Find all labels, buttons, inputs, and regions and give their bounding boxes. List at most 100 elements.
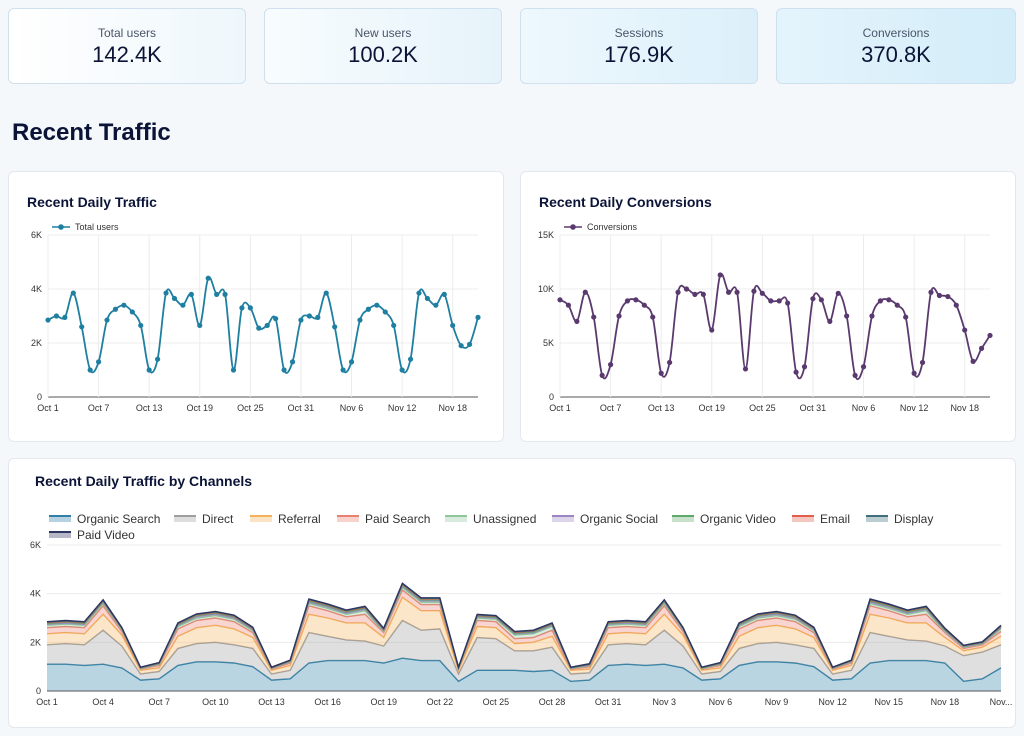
x-tick-label: Oct 19 [187,403,214,413]
data-point [95,359,102,365]
data-point [416,290,422,296]
data-point [407,356,414,362]
x-tick-label: Oct 16 [314,697,341,707]
data-point [751,288,757,294]
data-point [919,359,926,366]
x-tick-label: Oct 28 [539,697,566,707]
legend-swatch [445,516,467,522]
section-title: Recent Traffic [12,119,171,146]
data-point [104,317,110,323]
chart-title: Recent Daily Conversions [539,194,712,210]
data-point [793,369,799,375]
daily-conversions-chart: 0 5K 10K 15K Oct 1 Oct 7 Oct 13 Oct 19 Oct 25 Oct… [538,222,993,413]
data-point [667,359,673,366]
data-point [256,325,262,331]
x-tick-label: Oct 31 [800,403,827,413]
data-point [298,317,304,323]
data-point [953,302,959,308]
y-tick-label: 2K [31,338,42,348]
area-paid-search [47,590,1001,671]
x-tick-label: Nov 18 [931,697,960,707]
data-point [574,318,580,324]
channels-card: Recent Daily Traffic by Channels Organic… [8,458,1016,728]
data-point [315,314,321,320]
data-point [692,291,698,297]
data-point [709,327,715,333]
legend-label: Paid Video [77,528,135,542]
legend-swatch [672,516,694,522]
x-tick-label: Nov 12 [818,697,847,707]
data-point [230,367,237,373]
data-point [281,367,287,373]
data-point [557,297,563,303]
traffic-by-channels-chart: Organic Search Direct Referral Paid Search U… [30,512,1012,707]
legend-label: Direct [202,512,234,526]
data-point [121,302,127,308]
data-point [323,290,329,296]
data-point [45,317,51,323]
data-point [658,370,664,376]
x-tick-label: Oct 13 [258,697,285,707]
legend-label: Organic Video [700,512,776,526]
area-line-referral [46,596,1002,673]
data-point [357,317,363,323]
data-point [399,367,405,373]
x-tick-label: Oct 1 [549,403,571,413]
data-point [306,313,312,319]
data-point [146,367,152,373]
data-point [599,372,605,378]
data-point [171,295,178,302]
data-point [650,314,656,320]
area-line-paid-video [46,582,1002,670]
data-point [214,291,220,297]
data-point [62,314,68,320]
data-point [987,332,993,339]
legend-label: Paid Search [365,512,430,526]
y-tick-label: 0 [549,392,554,402]
data-point [112,306,119,312]
x-tick-label: Nov 18 [438,403,467,413]
data-point [877,298,883,304]
legend-label: Referral [278,512,321,526]
data-point [886,297,892,303]
kpi-conversions: Conversions 370.8K [776,8,1016,84]
data-point [433,302,439,308]
data-point [860,364,867,370]
x-tick-label: Oct 1 [37,403,59,413]
legend-swatch [552,516,574,522]
data-point [582,289,588,295]
legend-swatch [250,516,272,522]
legend-swatch [49,532,71,538]
y-tick-label: 0 [36,686,41,696]
data-point [424,295,431,302]
x-tick-label: Nov 12 [388,403,417,413]
data-point [894,302,900,308]
x-tick-label: Oct 25 [483,697,510,707]
legend-label: Total users [75,222,119,232]
y-tick-label: 6K [31,230,42,240]
data-point [641,302,647,308]
x-tick-label: Oct 31 [288,403,315,413]
data-point [734,289,740,295]
data-point [222,291,228,297]
x-tick-label: Oct 7 [88,403,110,413]
data-point [911,370,917,376]
y-tick-label: 5K [543,338,554,348]
data-point [768,298,774,304]
y-tick-label: 15K [538,230,554,240]
kpi-label: New users [354,26,412,40]
chart-title: Recent Daily Traffic by Channels [35,473,253,489]
data-point [365,306,371,312]
y-tick-label: 4K [31,284,42,294]
chart-title: Recent Daily Traffic [27,194,157,210]
x-tick-label: Oct 22 [427,697,454,707]
x-tick-label: Oct 4 [92,697,114,707]
series-line [559,272,991,380]
data-point [827,318,833,324]
x-tick-label: Oct 19 [370,697,397,707]
data-point [264,322,270,329]
data-point [87,367,93,373]
legend-swatch [49,516,71,522]
kpi-value: 100.2K [348,42,418,67]
legend-label: Email [820,512,850,526]
